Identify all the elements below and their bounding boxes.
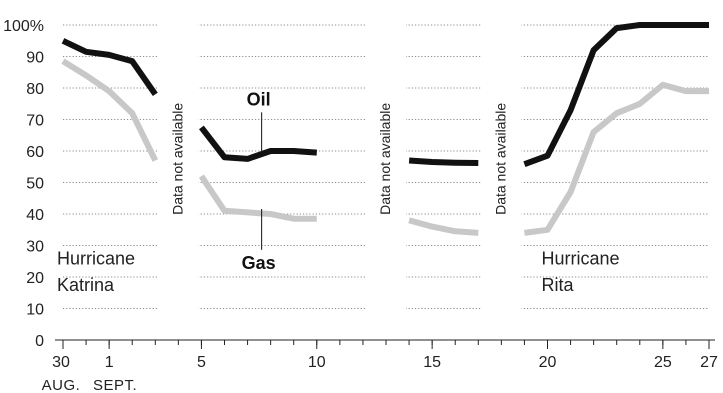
series-label-gas: Gas: [242, 253, 276, 273]
series-line-gas: [198, 174, 317, 222]
y-tick-label: 0: [35, 333, 44, 350]
series-line-oil: [408, 157, 479, 166]
x-tick-label: 30: [52, 354, 70, 371]
y-tick-label: 70: [26, 113, 44, 130]
x-tick-label: 25: [654, 354, 672, 371]
hurricane-annotation: Hurricane: [57, 248, 135, 268]
x-tick-label: 1: [105, 354, 114, 371]
data-gap-strip: [481, 19, 522, 337]
data-not-available-label: Data not available: [169, 103, 185, 215]
hurricane-annotation: Rita: [542, 275, 575, 295]
y-tick-label: 10: [26, 302, 44, 319]
series-line-oil: [523, 22, 709, 168]
chart-labels: Hurricane Katrina Hurricane Rita Oil Gas: [57, 89, 620, 295]
data-gap-labels: Data not available Data not available Data…: [158, 19, 522, 337]
x-tick-label: 10: [308, 354, 326, 371]
hurricane-annotation: Hurricane: [542, 248, 620, 268]
data-gap-strip: [158, 19, 199, 337]
y-tick-label: 80: [26, 81, 44, 98]
series-line-gas: [408, 217, 479, 236]
y-tick-label: 30: [26, 239, 44, 256]
x-tick-label: 15: [423, 354, 441, 371]
data-not-available-label: Data not available: [492, 103, 508, 215]
y-tick-label: 90: [26, 50, 44, 67]
data-not-available-label: Data not available: [377, 103, 393, 215]
month-label: AUG.: [42, 377, 81, 393]
y-tick-label: 60: [26, 144, 44, 161]
hurricane-annotation: Katrina: [57, 275, 115, 295]
x-tick-label: 5: [197, 354, 206, 371]
x-tick-label: 27: [700, 354, 718, 371]
y-tick-label: 100%: [3, 18, 44, 35]
y-tick-label: 50: [26, 176, 44, 193]
y-tick-label: 20: [26, 270, 44, 287]
series-label-oil: Oil: [247, 89, 271, 109]
series-line-gas: [524, 81, 709, 236]
x-tick-label: 20: [539, 354, 557, 371]
series-line-oil: [199, 125, 318, 162]
data-gap-strip: [366, 19, 406, 337]
gridlines: [63, 24, 709, 309]
series-lines: [61, 22, 710, 236]
month-label: SEPT.: [93, 377, 137, 393]
y-tick-label: 40: [26, 207, 44, 224]
